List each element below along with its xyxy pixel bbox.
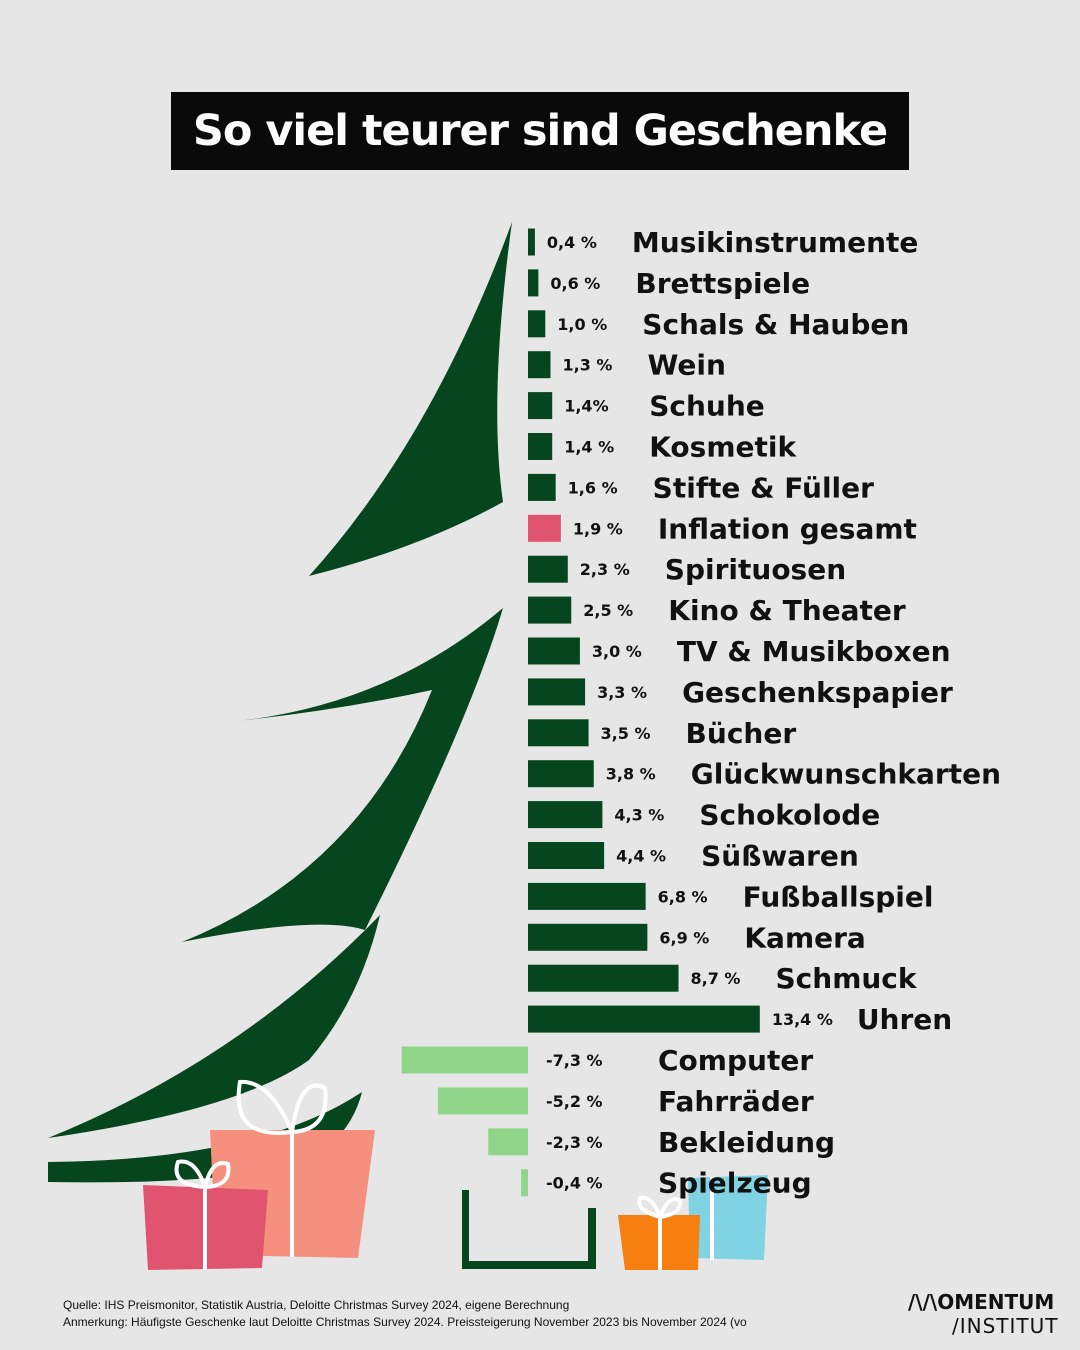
category-label: TV & Musikboxen: [677, 635, 951, 668]
bar: [528, 882, 646, 910]
value-label: 13,4 %: [772, 1010, 833, 1029]
bar: [488, 1128, 528, 1156]
value-label: 2,3 %: [580, 560, 630, 579]
value-label: 4,3 %: [614, 806, 664, 825]
value-label: -0,4 %: [546, 1174, 603, 1193]
bar: [528, 923, 648, 951]
category-label: Inflation gesamt: [658, 512, 917, 545]
chart-footer: Quelle: IHS Preismonitor, Statistik Aust…: [63, 1297, 835, 1331]
logo-line-1: /\/\OMENTUM: [908, 1290, 1055, 1314]
bar: [528, 555, 568, 583]
category-label: Schmuck: [776, 962, 918, 995]
category-label: Musikinstrumente: [632, 226, 918, 259]
bar: [528, 1005, 760, 1033]
category-label: Uhren: [857, 1003, 952, 1036]
category-label: Bücher: [686, 717, 797, 750]
value-label: -7,3 %: [546, 1051, 603, 1070]
bar: [528, 678, 586, 706]
bar: [528, 351, 551, 379]
value-label: 1,4%: [564, 397, 608, 416]
gift-pink-icon: [143, 1159, 268, 1270]
bar: [528, 637, 580, 665]
bar: [528, 719, 589, 747]
category-label: Schokolode: [699, 799, 880, 832]
value-label: 3,0 %: [592, 642, 642, 661]
category-label: Wein: [647, 349, 725, 382]
category-label: Stifte & Füller: [653, 471, 874, 504]
bar: [528, 842, 605, 869]
gift-orange-icon: [618, 1195, 700, 1270]
tree-trunk-pot: [462, 1190, 596, 1269]
bar: [528, 801, 603, 829]
value-label: 8,7 %: [691, 969, 741, 988]
value-label: 3,3 %: [597, 683, 647, 702]
bar: [528, 473, 556, 501]
category-label: Spielzeug: [658, 1167, 812, 1200]
value-label: 3,8 %: [606, 765, 656, 784]
category-label: Geschenkspapier: [682, 676, 953, 709]
bar: [528, 964, 679, 992]
momentum-institut-logo: /\/\OMENTUM /INSTITUT: [908, 1290, 1073, 1338]
value-label: 3,5 %: [601, 724, 651, 743]
tree-branch-2: [182, 608, 503, 942]
bar: [438, 1087, 528, 1115]
category-label: Schals & Hauben: [642, 308, 909, 341]
bar: [528, 392, 553, 420]
value-label: 0,6 %: [550, 274, 600, 293]
value-label: 1,9 %: [573, 519, 623, 538]
category-label: Brettspiele: [635, 267, 810, 300]
value-label: 2,5 %: [583, 601, 633, 620]
category-label: Kino & Theater: [668, 594, 906, 627]
value-label: -5,2 %: [546, 1092, 603, 1111]
value-label: 1,4 %: [564, 438, 614, 457]
value-label: 0,4 %: [547, 233, 597, 252]
logo-line-2: /INSTITUT: [952, 1314, 1059, 1338]
value-label: 4,4 %: [616, 847, 666, 866]
value-label: -2,3 %: [546, 1133, 603, 1152]
bar: [521, 1169, 528, 1197]
bar: [528, 514, 561, 542]
gift-boxes-illustration: [143, 1079, 768, 1270]
bar: [401, 1046, 528, 1074]
category-label: Kamera: [744, 921, 865, 954]
category-label: Kosmetik: [649, 431, 797, 464]
category-label: Computer: [658, 1044, 813, 1077]
value-label: 6,8 %: [658, 887, 708, 906]
category-label: Bekleidung: [658, 1126, 835, 1159]
bar: [528, 596, 572, 624]
bar-series: 0,4 % Musikinstrumente 0,6 % Brettspiele 1,0…: [401, 226, 1001, 1200]
bar: [528, 228, 535, 256]
bar: [528, 269, 539, 297]
source-note: Quelle: IHS Preismonitor, Statistik Aust…: [63, 1298, 570, 1312]
value-label: 1,0 %: [557, 315, 607, 334]
value-label: 1,6 %: [568, 478, 618, 497]
category-label: Glückwunschkarten: [691, 758, 1001, 791]
remark-note: Anmerkung: Häufigste Geschenke laut Delo…: [63, 1315, 747, 1329]
bar: [528, 310, 546, 338]
gift-blue-icon: [688, 1175, 768, 1260]
value-label: 1,3 %: [562, 356, 612, 375]
tree-branch-top: [309, 222, 512, 576]
category-label: Schuhe: [649, 390, 765, 423]
bar: [528, 760, 594, 788]
category-label: Fahrräder: [658, 1085, 814, 1118]
category-label: Spirituosen: [665, 553, 846, 586]
bar: [528, 433, 553, 460]
tree-branch-3: [48, 915, 380, 1138]
category-label: Fußballspiel: [743, 880, 934, 913]
chart-title: So viel teurer sind Geschenke: [171, 92, 909, 170]
category-label: Süßwaren: [701, 840, 859, 873]
value-label: 6,9 %: [659, 928, 709, 947]
